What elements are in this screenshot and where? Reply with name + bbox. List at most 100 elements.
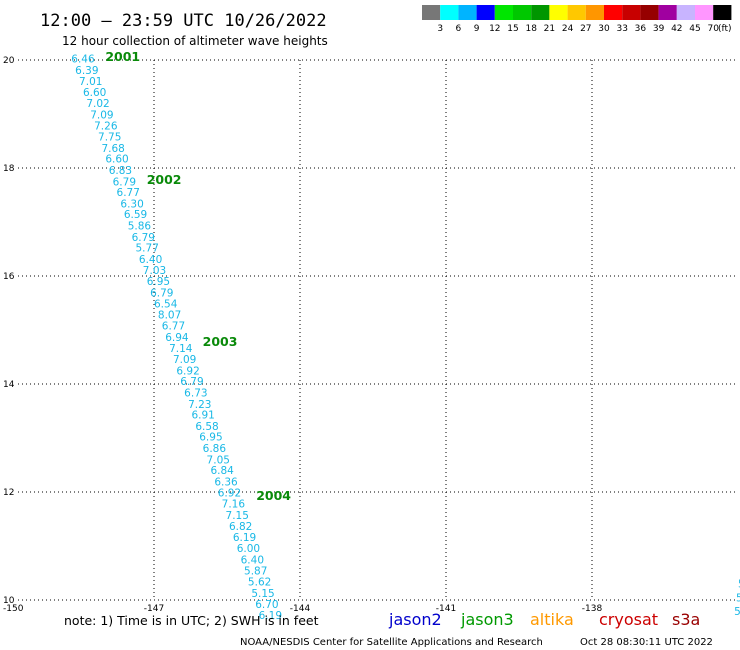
units-note: note: 1) Time is in UTC; 2) SWH is in fe… (64, 613, 319, 628)
time-label: 2001 (105, 49, 140, 64)
swh-label: 5.86 (128, 221, 152, 233)
swh-label: 6.40 (139, 254, 162, 266)
time-label: 2003 (203, 334, 238, 349)
x-tick-label: -138 (582, 604, 603, 614)
colorbar-swatch (640, 5, 659, 20)
footer-timestamp: Oct 28 08:30:11 UTC 2022 (580, 637, 713, 648)
swh-label: 6.36 (214, 477, 238, 489)
x-tick-label: -150 (3, 604, 24, 614)
swh-label: 7.02 (86, 98, 109, 110)
y-tick-label: 16 (3, 272, 15, 282)
colorbar-swatch (531, 5, 550, 20)
colorbar-swatch (549, 5, 568, 20)
y-tick-label: 18 (3, 164, 15, 174)
swh-label: 8.07 (158, 310, 181, 322)
y-tick-label: 12 (3, 488, 14, 498)
swh-label: 5.77 (136, 243, 159, 255)
colorbar-swatch (440, 5, 459, 20)
colorbar-swatch (676, 5, 695, 20)
colorbar-swatch (622, 5, 641, 20)
swh-label: 6.60 (83, 87, 106, 99)
swh-label: 7.23 (188, 399, 211, 411)
colorbar-legend: 3 6 9 12 15 18 21 24 27 30 33 36 39 42 45 70 (422, 5, 732, 34)
colorbar-swatch (658, 5, 677, 20)
time-label: 2002 (147, 172, 182, 187)
swh-label: 7.03 (143, 265, 166, 277)
colorbar-label: 15 (507, 24, 518, 34)
satellite-legend-item: cryosat (599, 610, 658, 629)
swh-label: 6.60 (105, 154, 128, 166)
swh-label: 6.79 (180, 376, 203, 388)
x-tick-label: -141 (436, 604, 456, 614)
swh-label: 6.91 (191, 410, 214, 422)
swh-label: 6.46 (71, 54, 95, 66)
colorbar-label: 3 (437, 24, 443, 34)
x-tick-label: -144 (290, 604, 311, 614)
colorbar-swatch (585, 5, 604, 20)
colorbar-swatch (422, 5, 441, 20)
swh-label: 5.19 (736, 593, 740, 605)
y-tick-label: 10 (3, 596, 15, 606)
colorbar-label: 30 (598, 24, 610, 34)
colorbar-label: 39 (653, 24, 665, 34)
swh-label: 6.73 (184, 387, 207, 399)
swh-label: 6.19 (259, 610, 282, 622)
axis-labels: -150-147-144-141-138-13201816141210 (3, 56, 603, 614)
colorbar-label: 12 (489, 24, 500, 34)
swh-label: 6.82 (229, 521, 252, 533)
y-tick-label: 14 (3, 380, 15, 390)
colorbar-unit: (ft) (718, 24, 732, 34)
swh-label: 5.87 (244, 566, 267, 578)
colorbar-swatch (476, 5, 495, 20)
satellite-legend: jason2 jason3 altika cryosat s3a (388, 610, 700, 629)
swh-label: 6.59 (124, 209, 147, 221)
colorbar-label: 21 (544, 24, 555, 34)
colorbar-swatch (513, 5, 532, 20)
satellite-legend-item: s3a (672, 610, 700, 629)
map-grid (18, 59, 738, 601)
colorbar-label: 9 (474, 24, 480, 34)
satellite-legend-item: jason3 (460, 610, 514, 629)
y-tick-label: 20 (3, 56, 15, 66)
colorbar-swatch (695, 5, 714, 20)
swh-label: 7.16 (222, 499, 246, 511)
swh-label: 6.54 (154, 298, 178, 310)
colorbar-label: 70 (707, 24, 719, 34)
swh-label: 5.22 (738, 579, 740, 591)
swh-label: 6.58 (195, 421, 218, 433)
colorbar-label: 24 (562, 24, 574, 34)
swh-label: 7.05 (207, 454, 230, 466)
swh-label: 5.62 (248, 576, 271, 588)
swh-label: 7.09 (90, 109, 113, 121)
swh-label: 6.00 (237, 543, 260, 555)
colorbar-label: 33 (616, 24, 627, 34)
colorbar-swatch (713, 5, 732, 20)
swh-label: 6.40 (241, 554, 264, 566)
footer-credit: NOAA/NESDIS Center for Satellite Applica… (240, 637, 543, 648)
page-subtitle: 12 hour collection of altimeter wave hei… (62, 34, 328, 48)
swh-label: 5.15 (251, 588, 274, 600)
colorbar-swatch (458, 5, 477, 20)
swh-label: 7.68 (101, 143, 124, 155)
swh-label: 6.30 (120, 198, 143, 210)
swh-label: 6.94 (165, 332, 189, 344)
swh-label: 6.92 (176, 365, 199, 377)
colorbar-swatch (494, 5, 513, 20)
swh-label: 7.14 (169, 343, 193, 355)
colorbar-label: 42 (671, 24, 682, 34)
colorbar-swatch (604, 5, 623, 20)
swh-label: 6.39 (75, 65, 98, 77)
colorbar-label: 18 (525, 24, 537, 34)
colorbar-swatch (567, 5, 586, 20)
swh-label: 6.84 (210, 465, 234, 477)
colorbar-label: 45 (689, 24, 700, 34)
swh-label: 6.19 (233, 532, 256, 544)
swh-label: 7.09 (173, 354, 196, 366)
page-title: 12:00 — 23:59 UTC 10/26/2022 (40, 11, 327, 31)
colorbar-label: 6 (456, 24, 462, 34)
swh-label: 7.01 (79, 76, 102, 88)
swh-label: 5.47 (734, 606, 740, 618)
satellite-legend-item: altika (530, 610, 574, 629)
swh-label: 6.77 (117, 187, 140, 199)
